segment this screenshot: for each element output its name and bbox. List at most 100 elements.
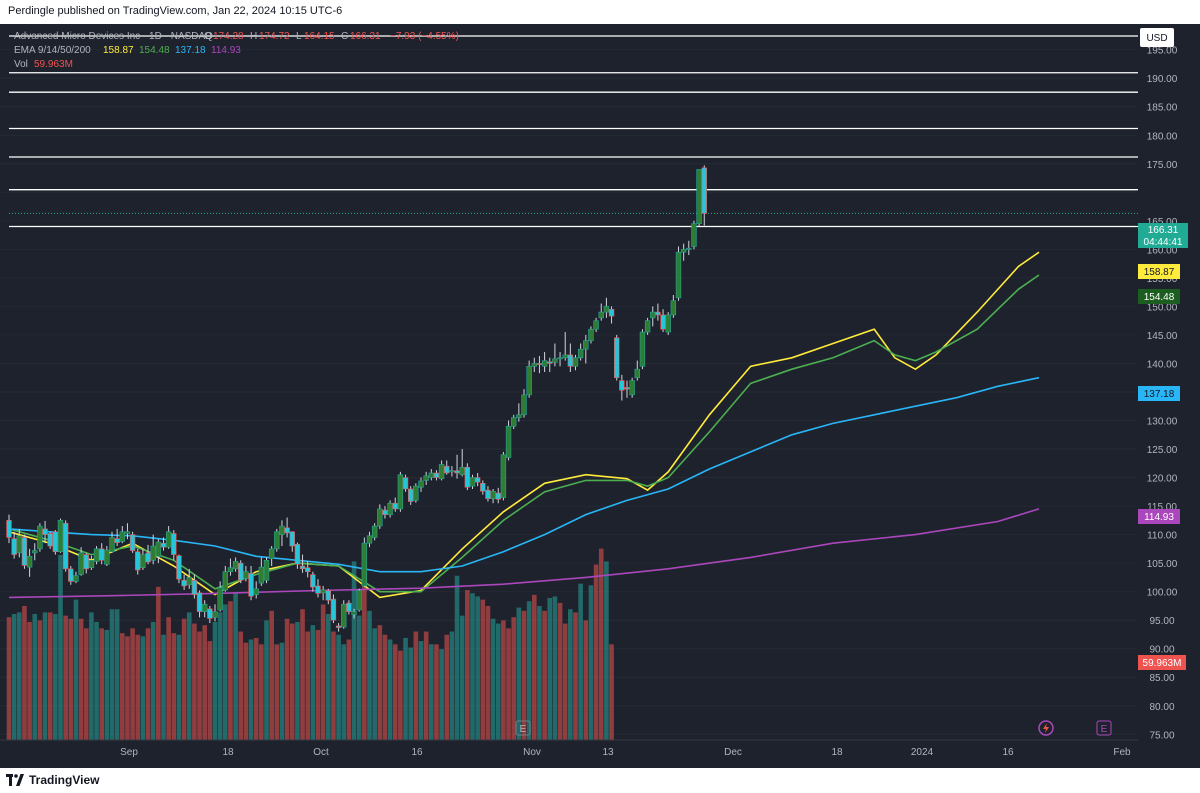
volume-bar bbox=[150, 621, 156, 740]
candle-body bbox=[135, 551, 141, 571]
candle-body bbox=[464, 466, 471, 488]
candle-body bbox=[588, 328, 594, 341]
volume-bar bbox=[434, 644, 439, 740]
volume-bar bbox=[289, 623, 295, 740]
legend-ema200-value: 114.93 bbox=[211, 45, 241, 56]
price-badges: 166.31 04:44:41 158.87 154.48 137.18 114… bbox=[1138, 223, 1188, 670]
legend-change: −7.93 (−4.55%) bbox=[390, 31, 459, 42]
volume-bar bbox=[212, 621, 218, 740]
candle-body bbox=[634, 368, 641, 379]
candle-body bbox=[444, 465, 450, 474]
volume-bar bbox=[336, 634, 341, 740]
time-label-16a: 16 bbox=[411, 747, 423, 758]
lightning-icon-ring bbox=[1038, 720, 1054, 736]
volume-bar bbox=[284, 618, 290, 740]
volume-bar bbox=[356, 615, 362, 740]
ema50-badge bbox=[1138, 386, 1180, 401]
candle-body bbox=[346, 602, 352, 612]
volume-bar bbox=[114, 609, 120, 740]
price-tick-label: 100.00 bbox=[1147, 588, 1178, 599]
candle-body bbox=[593, 320, 599, 330]
volume-bar bbox=[253, 637, 259, 740]
price-tick-label: 125.00 bbox=[1147, 445, 1178, 456]
brand-name: TradingView bbox=[29, 773, 100, 787]
candle-body bbox=[119, 531, 126, 542]
volume-bar bbox=[588, 585, 594, 740]
volume-bar bbox=[331, 631, 336, 740]
candle-body bbox=[16, 535, 22, 554]
candle-body bbox=[202, 603, 208, 612]
volume-bar bbox=[526, 601, 532, 740]
candle-body bbox=[165, 531, 172, 548]
volume-bar bbox=[295, 621, 300, 740]
time-label-oct: Oct bbox=[313, 747, 329, 758]
volume-bar bbox=[346, 639, 352, 740]
volume-bar bbox=[475, 596, 480, 740]
volume-bar bbox=[573, 612, 578, 740]
volume-bar bbox=[94, 621, 99, 740]
candle-body bbox=[613, 337, 620, 379]
candle-body bbox=[304, 567, 311, 572]
candle-body bbox=[675, 251, 682, 299]
lightning-icon[interactable] bbox=[1038, 720, 1054, 736]
chart-area[interactable]: 197.40190.95187.55181.18176.19170.46164.… bbox=[0, 24, 1200, 768]
ema-line bbox=[8, 251, 1040, 599]
candle-body bbox=[521, 394, 527, 416]
currency-badge[interactable]: USD bbox=[1140, 28, 1174, 47]
tradingview-logo[interactable]: TradingView bbox=[6, 773, 99, 787]
candle-body bbox=[428, 472, 434, 478]
price-tick-label: 75.00 bbox=[1149, 730, 1174, 741]
footer-bar: TradingView bbox=[0, 768, 1200, 793]
earnings-marker-letter: E bbox=[520, 724, 527, 735]
ema14-badge bbox=[1138, 289, 1180, 304]
volume-bar bbox=[465, 590, 470, 740]
legend-h-value: 174.72 bbox=[259, 31, 290, 42]
volume-bar bbox=[197, 631, 202, 740]
candle-body bbox=[485, 489, 491, 499]
candle-body bbox=[171, 533, 177, 555]
last-price-countdown: 04:44:41 bbox=[1144, 237, 1183, 248]
volume-bar bbox=[392, 644, 398, 740]
legend-vol-value: 59.963M bbox=[34, 59, 73, 70]
candle-body bbox=[547, 361, 553, 364]
ema-lines bbox=[8, 251, 1040, 599]
price-tick-label: 145.00 bbox=[1147, 331, 1178, 342]
volume-bar bbox=[490, 618, 496, 740]
ema-line bbox=[8, 376, 1040, 573]
candle-body bbox=[78, 552, 84, 575]
upcoming-earnings-marker[interactable]: E bbox=[1096, 720, 1112, 736]
candle-body bbox=[531, 363, 538, 367]
candle-body bbox=[474, 477, 481, 483]
volume-bar bbox=[449, 631, 455, 740]
candle-body bbox=[541, 360, 548, 367]
volume-bar bbox=[511, 617, 516, 740]
time-axis[interactable]: Sep 18 Oct 16 Nov 13 Dec 18 2024 16 Feb bbox=[120, 747, 1131, 758]
candlestick-chart[interactable]: 197.40190.95187.55181.18176.19170.46164.… bbox=[0, 24, 1200, 768]
candle-body bbox=[227, 567, 234, 572]
earnings-marker[interactable]: E bbox=[515, 720, 531, 736]
volume-bar bbox=[454, 575, 460, 740]
candle-body bbox=[397, 474, 404, 510]
currency-badge-bg bbox=[1140, 28, 1174, 47]
legend-ema50-value: 137.18 bbox=[175, 45, 206, 56]
price-tick-label: 190.00 bbox=[1147, 74, 1178, 85]
candle-body bbox=[660, 314, 666, 330]
candle-body bbox=[644, 320, 651, 333]
volume-bar bbox=[192, 623, 197, 740]
volume-bar bbox=[248, 639, 254, 740]
volume-bar bbox=[89, 612, 94, 740]
legend-h-label: H bbox=[250, 31, 257, 42]
candle-body bbox=[351, 611, 357, 615]
candle-body bbox=[310, 574, 316, 588]
volume-bar bbox=[233, 593, 238, 740]
candle-body bbox=[366, 535, 373, 544]
volume-bar bbox=[73, 599, 79, 740]
candle-body bbox=[335, 625, 342, 628]
candle-body bbox=[93, 548, 100, 562]
volume-bar bbox=[341, 644, 347, 740]
volume-bar bbox=[542, 610, 547, 740]
volume-bar bbox=[413, 631, 419, 740]
volume-bar bbox=[207, 641, 213, 740]
candle-body bbox=[222, 571, 228, 591]
volume-bar bbox=[480, 599, 486, 740]
